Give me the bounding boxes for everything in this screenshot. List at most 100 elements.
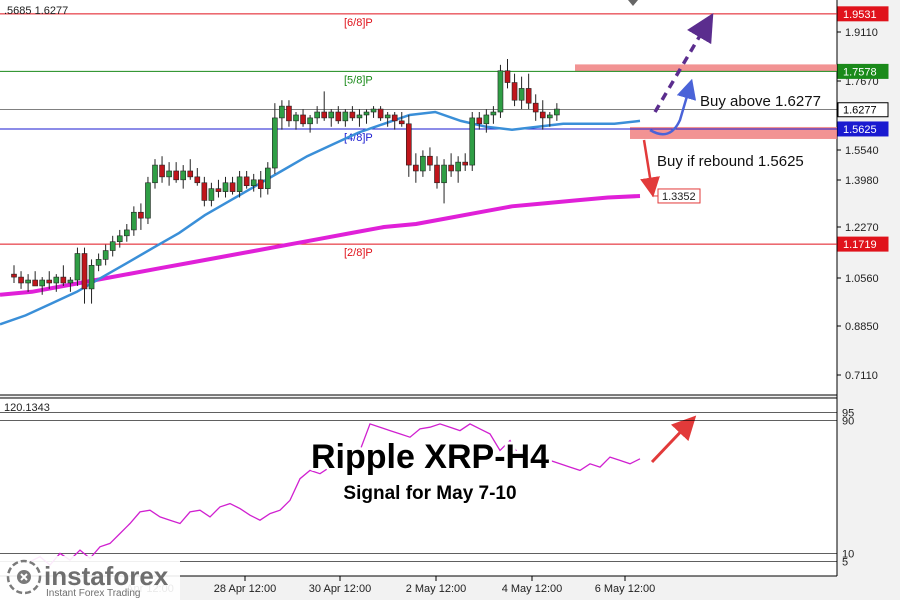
candle-body bbox=[243, 176, 250, 187]
candle-body bbox=[159, 164, 165, 178]
candle-body bbox=[102, 250, 109, 260]
candle-body bbox=[81, 253, 88, 290]
candle-body bbox=[11, 273, 17, 278]
candle-body bbox=[307, 117, 313, 125]
candle-body bbox=[116, 235, 123, 243]
candle-body bbox=[272, 117, 278, 169]
candle-body bbox=[215, 188, 222, 192]
candle-body bbox=[405, 123, 412, 166]
murray-level-label: [2/8]P bbox=[344, 247, 373, 259]
price-tags-layer: 1.9531 1.7578 1.6277 1.5625 1.1719 bbox=[837, 6, 889, 252]
candle-body bbox=[539, 111, 546, 119]
oscillator-readout: 120.1343 bbox=[4, 402, 50, 414]
candle-body bbox=[335, 111, 342, 122]
arrows-layer: 1.3352 bbox=[640, 12, 714, 464]
oscillator-level-label: 10 bbox=[842, 548, 854, 560]
instaforex-logo: instaforex Instant Forex Trading bbox=[0, 556, 180, 600]
candle-body bbox=[187, 170, 194, 178]
brand-name: instaforex bbox=[44, 561, 169, 591]
candle-body bbox=[279, 105, 285, 119]
candle-body bbox=[546, 114, 553, 119]
price-axis-tick-label: 1.0560 bbox=[845, 273, 879, 285]
oscillator-up-arrow bbox=[650, 415, 697, 464]
zones-layer bbox=[575, 64, 837, 139]
oscillator-plot-area bbox=[0, 398, 837, 576]
rebound-arrow bbox=[649, 78, 697, 136]
rebound-zone bbox=[630, 126, 837, 139]
candles-layer bbox=[11, 58, 560, 304]
time-axis-tick-label: 6 May 12:00 bbox=[595, 583, 656, 595]
candle-body bbox=[257, 179, 264, 189]
candle-body bbox=[476, 117, 483, 125]
resistance-zone bbox=[575, 64, 837, 72]
candle-body bbox=[18, 276, 24, 284]
candle-body bbox=[39, 279, 46, 287]
candle-body bbox=[166, 170, 172, 178]
price-tag bbox=[837, 236, 889, 252]
time-axis-tick-label: 2 May 12:00 bbox=[406, 583, 467, 595]
candle-body bbox=[286, 105, 292, 122]
candle-body bbox=[321, 111, 328, 119]
candle-body bbox=[328, 111, 335, 119]
fast-moving-average-line bbox=[0, 110, 641, 326]
candle-body bbox=[469, 117, 476, 166]
candle-body bbox=[483, 114, 490, 125]
candle-body bbox=[511, 82, 518, 101]
candle-body bbox=[109, 241, 116, 251]
price-tag bbox=[837, 6, 889, 22]
candle-body bbox=[53, 276, 60, 284]
candle-body bbox=[131, 211, 137, 231]
time-axis-tick-label: 30 Apr 12:00 bbox=[309, 583, 371, 595]
chart-subtitle-halo: Signal for May 7-10 bbox=[343, 483, 516, 504]
candle-body bbox=[398, 120, 405, 125]
candle-body bbox=[88, 264, 95, 290]
price-tag-label: 1.6277 bbox=[843, 105, 877, 117]
oscillator-level-label: 5 bbox=[842, 557, 848, 569]
oscillator-level-label: 95 bbox=[842, 407, 854, 419]
candle-body bbox=[504, 70, 511, 83]
candle-body bbox=[497, 70, 504, 113]
candle-body bbox=[293, 114, 299, 122]
price-tag bbox=[837, 121, 889, 137]
candle-body bbox=[518, 88, 525, 101]
candle-body bbox=[46, 279, 53, 284]
candle-body bbox=[194, 176, 201, 184]
candle-body bbox=[462, 161, 469, 166]
candle-body bbox=[201, 182, 208, 201]
candle-body bbox=[25, 279, 31, 284]
candle-body bbox=[356, 114, 363, 119]
candle-body bbox=[124, 229, 130, 237]
time-axis-tick-label: 28 Apr 12:00 bbox=[214, 583, 276, 595]
candle-body bbox=[236, 176, 243, 192]
price-tag-label: 1.9531 bbox=[843, 9, 877, 21]
candle-body bbox=[434, 164, 440, 184]
candle-body bbox=[448, 164, 454, 172]
price-tag bbox=[837, 63, 889, 79]
oscillator-level-label: 90 bbox=[842, 416, 854, 428]
price-axis: 1.9110 1.7670 1.5540 1.3980 1.2270 1.0560 0.88… bbox=[837, 27, 879, 382]
candle-body bbox=[229, 182, 236, 192]
candle-body bbox=[264, 167, 271, 189]
candle-body bbox=[314, 111, 320, 119]
price-axis-tick-label: 0.7110 bbox=[845, 370, 878, 382]
candle-body bbox=[377, 108, 384, 119]
moving-averages-layer bbox=[0, 110, 641, 326]
candle-body bbox=[300, 114, 306, 125]
murray-level-label: [6/8]P bbox=[344, 17, 373, 29]
candle-body bbox=[384, 114, 391, 119]
downside-arrow bbox=[640, 139, 660, 198]
candle-body bbox=[490, 111, 497, 116]
candle-body bbox=[208, 188, 215, 201]
price-tag-label: 1.5625 bbox=[843, 124, 877, 136]
candle-body bbox=[349, 111, 356, 119]
candle-body bbox=[180, 170, 186, 181]
candle-body bbox=[455, 161, 461, 172]
price-axis-tick-label: 1.5540 bbox=[845, 145, 879, 157]
brand-tagline: Instant Forex Trading bbox=[46, 588, 141, 599]
price-tag bbox=[837, 102, 889, 118]
candle-body bbox=[67, 279, 74, 284]
candle-body bbox=[342, 111, 349, 122]
price-axis-tick-label: 1.2270 bbox=[845, 222, 879, 234]
candle-body bbox=[95, 259, 102, 266]
price-axis-tick-label: 1.3980 bbox=[845, 175, 879, 187]
